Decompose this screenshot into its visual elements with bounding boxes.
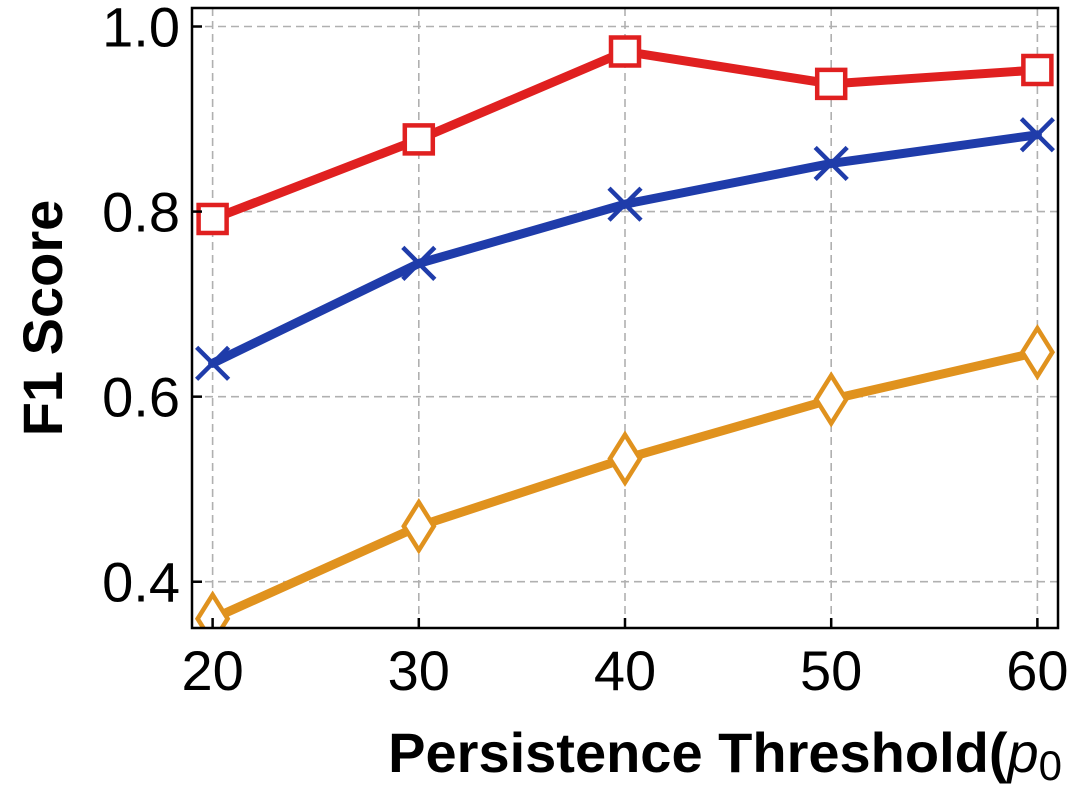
x-tick-label: 50 bbox=[800, 639, 862, 702]
grid-lines bbox=[192, 8, 1058, 628]
series-marker-x bbox=[1019, 117, 1055, 153]
tick-labels: 20 30 40 50 60 0.4 0.6 0.8 1.0 bbox=[102, 0, 1068, 702]
series-layer bbox=[194, 35, 1056, 628]
y-axis-title: F1 Score bbox=[11, 200, 74, 437]
series-marker-diamond bbox=[401, 497, 437, 555]
x-tick-label: 60 bbox=[1006, 639, 1068, 702]
series-marker-square bbox=[402, 123, 436, 156]
x-axis-title-math-subscript: 0 bbox=[1039, 742, 1062, 789]
y-tick-label: 0.6 bbox=[102, 366, 180, 429]
series-marker-square bbox=[814, 67, 848, 101]
series-marker-square bbox=[196, 202, 229, 236]
x-axis-title-math-symbol: p bbox=[1005, 721, 1038, 784]
y-tick-label: 0.4 bbox=[102, 551, 180, 614]
x-tick-label: 20 bbox=[181, 639, 243, 702]
series-marker-x bbox=[607, 186, 643, 222]
series-marker-diamond bbox=[607, 430, 643, 487]
x-axis-title: Persistence Threshold(p0 bbox=[388, 721, 1062, 789]
series-marker-x bbox=[813, 145, 849, 182]
series-marker-x bbox=[195, 345, 231, 381]
series-marker-x bbox=[401, 245, 437, 281]
x-tick-label: 40 bbox=[594, 639, 656, 702]
series-marker-diamond bbox=[1019, 323, 1056, 381]
y-tick-label: 1.0 bbox=[102, 0, 180, 59]
x-axis-title-text: Persistence Threshold( bbox=[388, 721, 1008, 784]
x-tick-label: 30 bbox=[388, 639, 450, 702]
series-marker-diamond bbox=[813, 371, 849, 428]
series-marker-diamond bbox=[194, 590, 231, 628]
series-marker-square bbox=[1021, 53, 1054, 87]
y-tick-label: 0.8 bbox=[102, 181, 180, 244]
series-marker-square bbox=[608, 35, 642, 68]
axis-ticks bbox=[192, 25, 1039, 628]
